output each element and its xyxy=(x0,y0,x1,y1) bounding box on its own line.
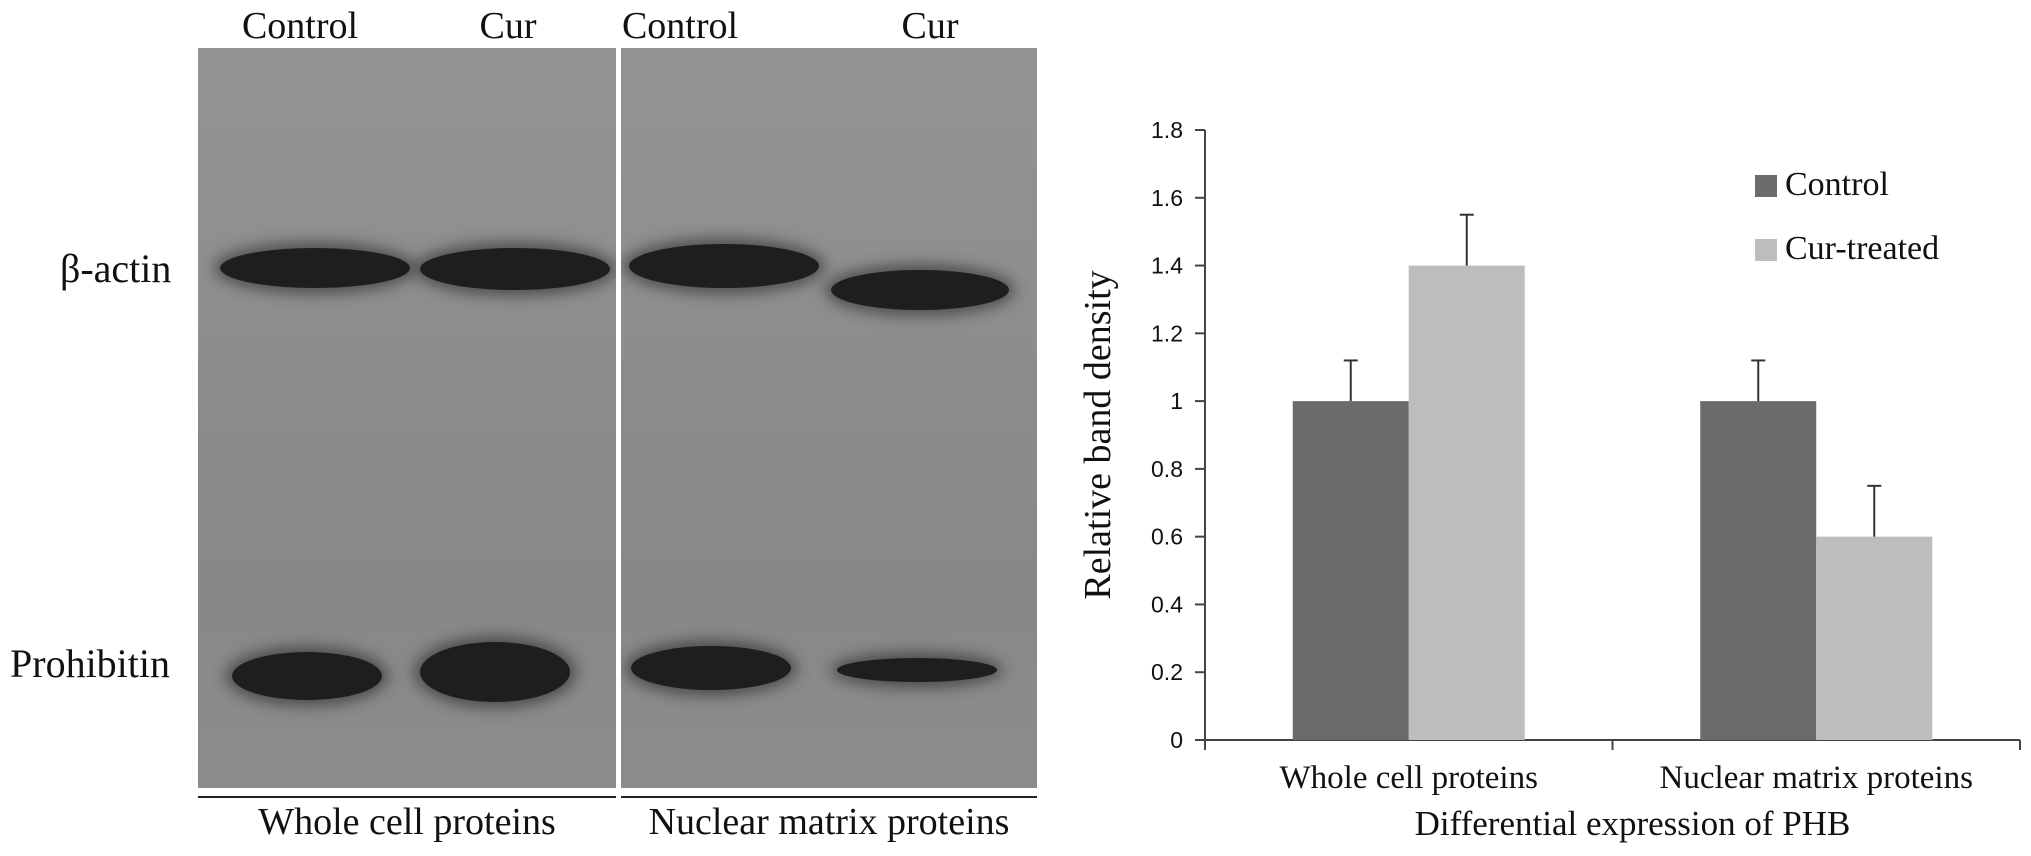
lane-label-cur-1: Cur xyxy=(479,5,537,47)
blot-nuclear-matrix xyxy=(621,48,1037,788)
band-actin-cur-nuclear xyxy=(831,270,1009,310)
legend-swatch xyxy=(1755,175,1777,197)
y-tick-label: 0 xyxy=(1170,727,1183,753)
y-tick-label: 1.2 xyxy=(1151,320,1183,346)
legend-swatch xyxy=(1755,239,1777,261)
band-prohibitin-cur-nuclear xyxy=(837,658,997,682)
band-actin-control-nuclear xyxy=(629,244,819,288)
band-actin-cur-whole xyxy=(420,248,610,290)
bar xyxy=(1816,536,1933,740)
bar-chart: 0 0.2 0.4 0.6 0.8 1 1.2 1.4 1.6 1.8 Whole cell pro… xyxy=(1077,117,2021,843)
group-underline-nuclear xyxy=(621,796,1037,798)
group-underline-whole xyxy=(198,796,616,798)
band-actin-control-whole xyxy=(220,248,410,288)
blot-whole-cell xyxy=(198,48,616,788)
group-label-nuclear-matrix: Nuclear matrix proteins xyxy=(648,801,1010,843)
y-tick-label: 1.4 xyxy=(1151,253,1183,279)
chart-plot: 0 0.2 0.4 0.6 0.8 1 1.2 1.4 1.6 1.8 Whole cell pro… xyxy=(1077,117,2021,843)
y-tick-label: 0.6 xyxy=(1151,524,1183,550)
band-prohibitin-control-nuclear xyxy=(631,646,791,690)
bar xyxy=(1408,265,1525,740)
legend-label: Control xyxy=(1785,166,1889,203)
blot-divider xyxy=(616,48,621,788)
group-label-whole-cell: Whole cell proteins xyxy=(258,801,556,843)
y-tick-label: 1.6 xyxy=(1151,185,1183,211)
x-tick-label: Whole cell proteins xyxy=(1280,760,1538,796)
bar xyxy=(1292,401,1409,740)
y-tick-label: 1 xyxy=(1170,388,1183,414)
legend-label: Cur-treated xyxy=(1785,230,1939,267)
x-tick-label: Nuclear matrix proteins xyxy=(1660,760,1973,796)
band-prohibitin-control-whole xyxy=(232,652,382,700)
y-tick-label: 1.8 xyxy=(1151,117,1183,143)
row-label-prohibitin: Prohibitin xyxy=(10,641,171,686)
row-label-beta-actin: β-actin xyxy=(60,246,172,291)
y-tick-label: 0.4 xyxy=(1151,591,1183,617)
y-axis-title: Relative band density xyxy=(1077,270,1119,599)
bar xyxy=(1700,401,1817,740)
y-tick-label: 0.2 xyxy=(1151,659,1183,685)
lane-label-control-1: Control xyxy=(241,5,359,47)
y-tick-label: 0.8 xyxy=(1151,456,1183,482)
lane-label-control-2: Control xyxy=(621,5,739,47)
lane-label-cur-2: Cur xyxy=(901,5,959,47)
x-axis-title: Differential expression of PHB xyxy=(1415,804,1851,843)
band-prohibitin-cur-whole xyxy=(420,642,570,702)
